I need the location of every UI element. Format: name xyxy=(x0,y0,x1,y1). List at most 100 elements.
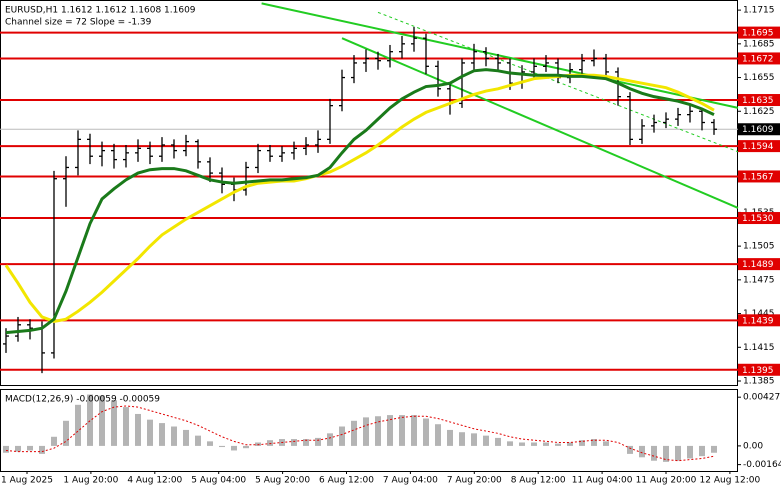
macd-bar xyxy=(531,442,537,446)
macd-bar xyxy=(363,417,369,446)
moving-average xyxy=(5,68,715,335)
macd-bar xyxy=(399,415,405,446)
macd-bar xyxy=(159,423,165,446)
x-tick-label: 11 Aug 20:00 xyxy=(636,476,697,486)
level-label: 1.1635 xyxy=(742,96,774,106)
macd-bar xyxy=(339,426,345,446)
macd-bar xyxy=(675,445,681,461)
macd-bar xyxy=(303,439,309,446)
macd-bar xyxy=(291,439,297,446)
macd-bar xyxy=(51,436,57,446)
level-label-box xyxy=(738,140,780,153)
macd-bar xyxy=(711,445,717,453)
level-label: 1.1530 xyxy=(742,214,774,224)
macd-bar xyxy=(483,435,489,446)
macd-bar xyxy=(351,420,357,446)
macd-bar xyxy=(327,433,333,446)
level-label: 1.1489 xyxy=(742,260,774,270)
macd-bar xyxy=(423,418,429,446)
macd-bar xyxy=(135,413,141,446)
macd-bar xyxy=(507,441,513,446)
macd-bar xyxy=(183,429,189,446)
macd-title: MACD(12,26,9) -0.00059 -0.00059 xyxy=(5,395,160,405)
macd-bar xyxy=(459,432,465,446)
y-tick-label: 1.1625 xyxy=(743,107,775,117)
macd-bar xyxy=(411,415,417,446)
x-tick-label: 7 Aug 20:00 xyxy=(447,476,502,486)
macd-bar xyxy=(579,440,585,446)
macd-bar xyxy=(591,439,597,446)
macd-bar xyxy=(519,442,525,446)
macd-bar xyxy=(15,445,21,452)
x-tick-label: 11 Aug 04:00 xyxy=(572,476,633,486)
macd-bar xyxy=(171,426,177,446)
level-label-box xyxy=(738,258,780,271)
signal-line xyxy=(5,405,715,462)
x-tick-label: 6 Aug 12:00 xyxy=(319,476,374,486)
y-tick-label: 1.1415 xyxy=(743,343,775,353)
macd-bar xyxy=(315,437,321,446)
macd-bar xyxy=(267,440,273,446)
level-label-box xyxy=(738,170,780,183)
macd-bar xyxy=(111,400,117,446)
macd-bar xyxy=(195,435,201,446)
macd-bar xyxy=(3,445,9,453)
macd-bar xyxy=(567,442,573,446)
level-label: 1.1395 xyxy=(742,366,774,376)
y-tick-label: 1.1385 xyxy=(743,377,775,387)
macd-bar xyxy=(687,445,693,459)
channel-line xyxy=(341,37,739,209)
y-tick-label: 1.1685 xyxy=(743,39,775,49)
macd-bar xyxy=(99,395,105,446)
chart-title: EURUSD,H1 1.1612 1.1612 1.1608 1.1609 xyxy=(5,6,196,16)
macd-bar xyxy=(435,424,441,446)
level-label-box xyxy=(738,26,780,39)
y-tick-label: 1.1445 xyxy=(743,309,775,319)
macd-bar xyxy=(231,445,237,451)
level-label: 1.1672 xyxy=(742,54,774,64)
x-tick-label: 5 Aug 20:00 xyxy=(255,476,310,486)
level-label: 1.1594 xyxy=(742,142,774,152)
main-panel xyxy=(0,0,738,386)
channel-line xyxy=(261,2,739,109)
x-tick-label: 1 Aug 20:00 xyxy=(63,476,118,486)
macd-bar xyxy=(543,442,549,446)
y-tick-label: 1.1505 xyxy=(743,242,775,252)
macd-bar xyxy=(75,404,81,446)
macd-bar xyxy=(495,437,501,446)
macd-bar xyxy=(87,394,93,446)
macd-bar xyxy=(255,442,261,446)
level-label: 1.1567 xyxy=(742,172,774,182)
macd-bar xyxy=(651,445,657,461)
macd-bar xyxy=(123,407,129,446)
macd-bar xyxy=(471,433,477,446)
macd-bar xyxy=(219,445,225,448)
x-tick-label: 7 Aug 04:00 xyxy=(383,476,438,486)
macd-bar xyxy=(243,445,249,449)
level-label-box xyxy=(738,94,780,107)
x-tick-label: 12 Aug 12:00 xyxy=(700,476,761,486)
macd-bar xyxy=(39,445,45,454)
chart-subtitle: Channel size = 72 Slope = -1.39 xyxy=(5,18,152,28)
y-tick-label: 1.1715 xyxy=(743,6,775,16)
macd-bar xyxy=(63,420,69,446)
x-tick-label: 5 Aug 04:00 xyxy=(191,476,246,486)
current-price-label: 1.1609 xyxy=(742,125,774,135)
level-label-box xyxy=(738,212,780,225)
macd-bar xyxy=(663,445,669,462)
x-tick-label: 1 Aug 2025 xyxy=(1,476,53,486)
x-tick-label: 8 Aug 12:00 xyxy=(511,476,566,486)
level-label: 1.1695 xyxy=(742,29,774,39)
current-price-box xyxy=(738,123,780,136)
macd-bar xyxy=(447,429,453,446)
macd-bar xyxy=(555,443,561,446)
level-label-box xyxy=(738,363,780,376)
macd-bar xyxy=(699,445,705,457)
macd-bar xyxy=(207,441,213,446)
level-label-box xyxy=(738,52,780,65)
level-label: 1.1439 xyxy=(742,316,774,326)
y-tick-label: 1.1655 xyxy=(743,73,775,83)
x-tick-label: 4 Aug 12:00 xyxy=(127,476,182,486)
macd-bar xyxy=(603,441,609,446)
